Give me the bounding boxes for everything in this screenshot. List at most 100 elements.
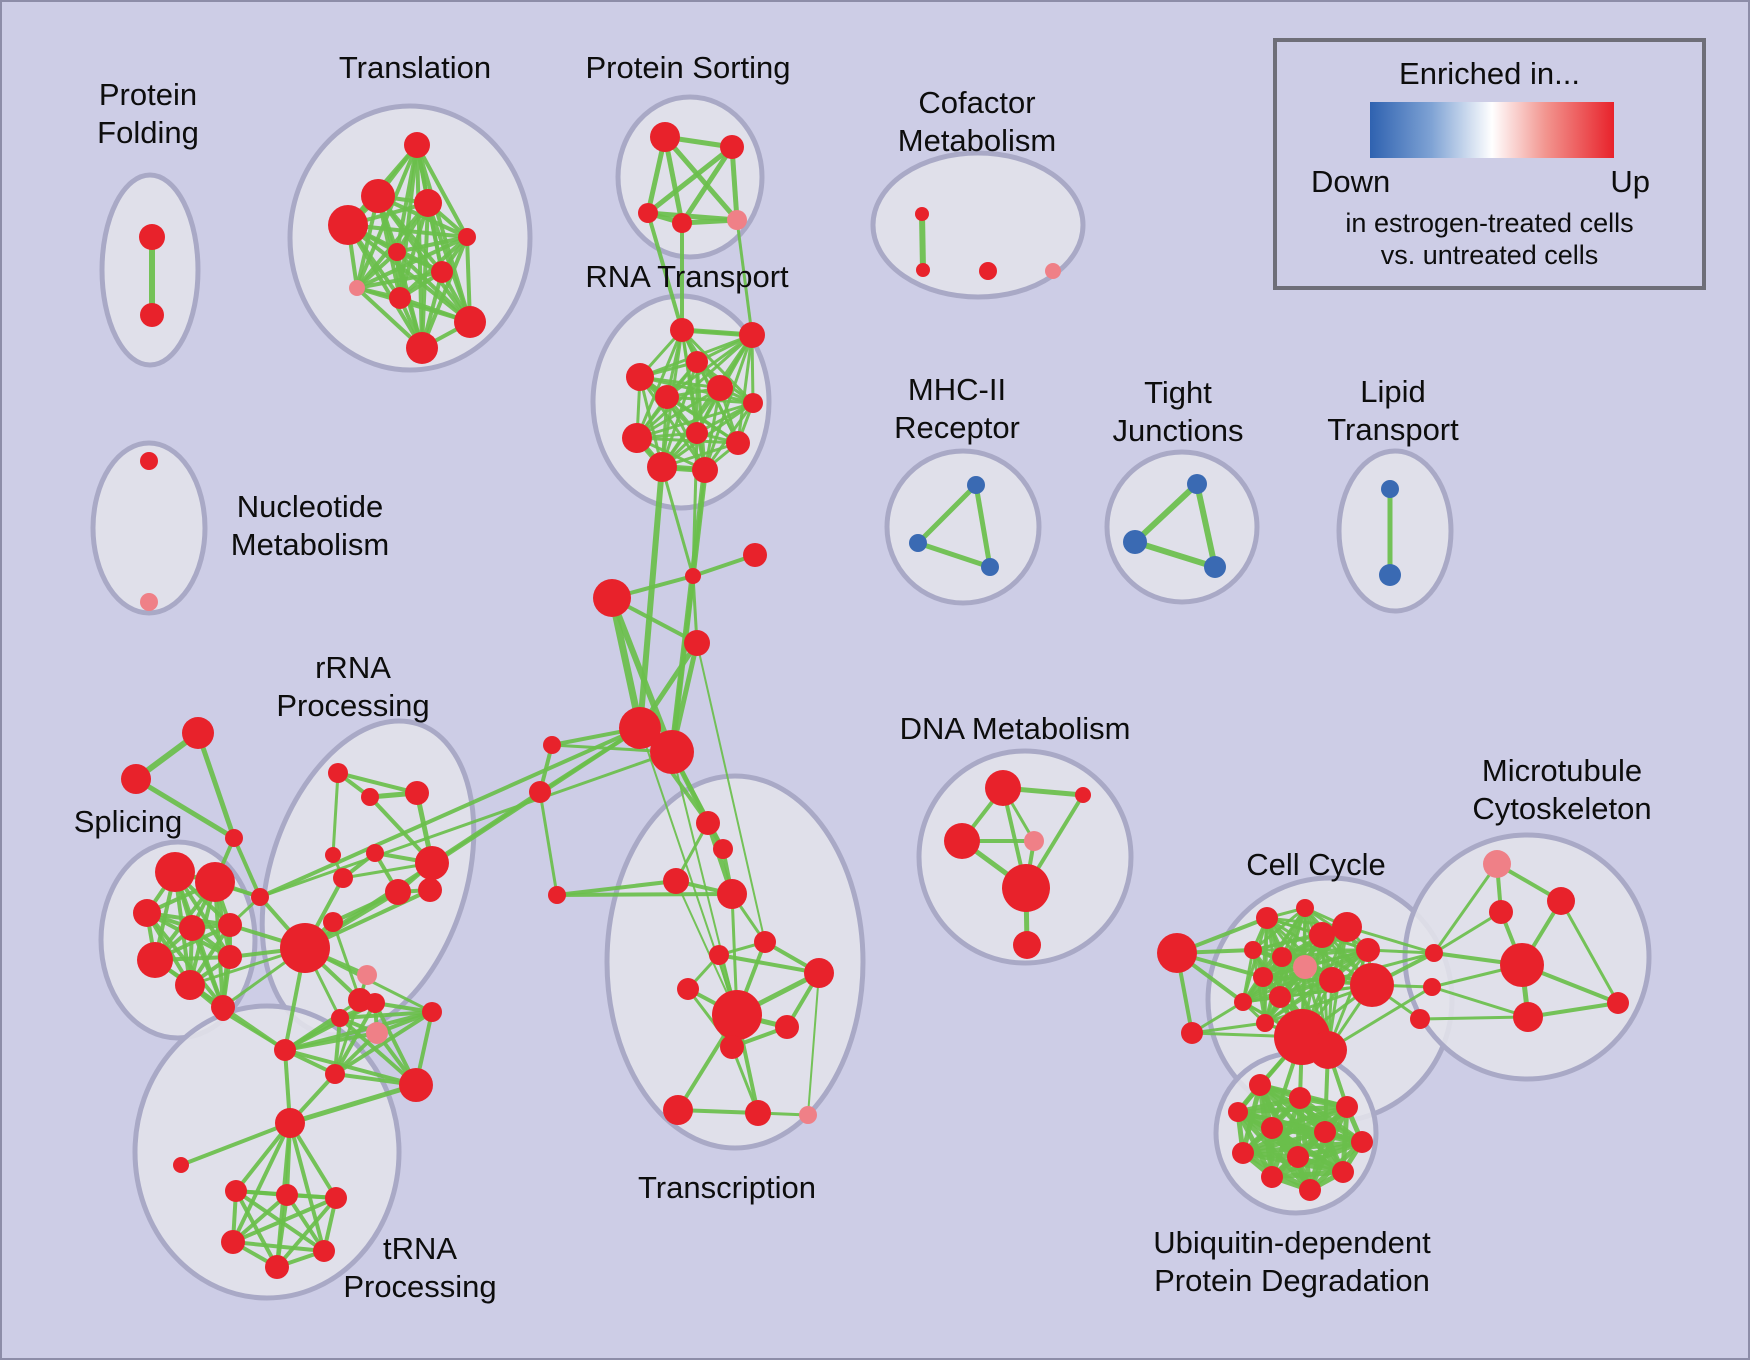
network-node-up[interactable] xyxy=(1002,864,1050,912)
network-edge[interactable] xyxy=(1264,948,1369,1025)
network-edge[interactable] xyxy=(556,892,733,897)
network-node-up[interactable] xyxy=(325,1187,347,1209)
network-node-up[interactable] xyxy=(677,978,699,1000)
network-edge[interactable] xyxy=(285,1193,326,1253)
network-node-mixed[interactable] xyxy=(357,965,377,985)
network-node-up[interactable] xyxy=(638,203,658,223)
network-node-up[interactable] xyxy=(775,1015,799,1039)
network-node-up[interactable] xyxy=(672,213,692,233)
network-node-up[interactable] xyxy=(325,847,341,863)
network-node-up[interactable] xyxy=(985,770,1021,806)
network-edge[interactable] xyxy=(736,334,754,444)
network-node-up[interactable] xyxy=(1261,1117,1283,1139)
network-node-up[interactable] xyxy=(361,179,395,213)
network-edge[interactable] xyxy=(222,1010,286,1052)
network-edge[interactable] xyxy=(396,235,468,254)
network-edge[interactable] xyxy=(234,1190,279,1268)
network-node-up[interactable] xyxy=(720,135,744,159)
network-node-up[interactable] xyxy=(399,1068,433,1102)
network-node-up[interactable] xyxy=(717,879,747,909)
network-node-up[interactable] xyxy=(431,261,453,283)
network-node-up[interactable] xyxy=(712,990,762,1040)
network-edge[interactable] xyxy=(638,376,707,471)
network-node-up[interactable] xyxy=(385,879,411,905)
network-edge[interactable] xyxy=(259,726,641,899)
network-node-up[interactable] xyxy=(155,852,195,892)
network-node-up[interactable] xyxy=(1296,899,1314,917)
network-edge[interactable] xyxy=(356,235,468,290)
network-node-up[interactable] xyxy=(225,829,243,847)
network-edge[interactable] xyxy=(636,436,739,445)
network-node-up[interactable] xyxy=(195,862,235,902)
network-node-up[interactable] xyxy=(685,568,701,584)
network-node-mixed[interactable] xyxy=(1045,263,1061,279)
network-node-up[interactable] xyxy=(1607,992,1629,1014)
network-edge[interactable] xyxy=(275,1196,338,1269)
network-node-up[interactable] xyxy=(743,543,767,567)
network-edge[interactable] xyxy=(1419,1015,1529,1021)
network-node-mixed[interactable] xyxy=(1483,850,1511,878)
network-edge[interactable] xyxy=(1432,863,1499,954)
network-edge[interactable] xyxy=(636,401,754,440)
network-node-up[interactable] xyxy=(418,878,442,902)
network-node-up[interactable] xyxy=(225,1180,247,1202)
network-edge[interactable] xyxy=(919,213,926,271)
network-edge[interactable] xyxy=(420,236,469,349)
network-node-up[interactable] xyxy=(214,1003,232,1021)
network-node-up[interactable] xyxy=(686,422,708,444)
network-node-up[interactable] xyxy=(1356,938,1380,962)
network-node-up[interactable] xyxy=(276,1184,298,1206)
network-edge[interactable] xyxy=(232,837,262,898)
network-node-mixed[interactable] xyxy=(727,210,747,230)
network-node-up[interactable] xyxy=(1256,1014,1274,1032)
network-edge[interactable] xyxy=(232,1196,337,1244)
network-node-up[interactable] xyxy=(182,717,214,749)
network-edge[interactable] xyxy=(556,879,677,897)
network-node-up[interactable] xyxy=(275,1108,305,1138)
network-edge[interactable] xyxy=(331,772,340,856)
network-node-up[interactable] xyxy=(686,351,708,373)
network-node-up[interactable] xyxy=(663,868,689,894)
network-node-up[interactable] xyxy=(626,363,654,391)
network-node-up[interactable] xyxy=(251,888,269,906)
network-node-up[interactable] xyxy=(323,912,343,932)
network-node-up[interactable] xyxy=(121,764,151,794)
network-node-up[interactable] xyxy=(622,423,652,453)
network-node-down[interactable] xyxy=(981,558,999,576)
network-node-up[interactable] xyxy=(1269,986,1291,1008)
network-edge[interactable] xyxy=(1433,910,1502,955)
network-node-up[interactable] xyxy=(1351,1131,1373,1153)
network-node-up[interactable] xyxy=(1299,1179,1321,1201)
network-node-up[interactable] xyxy=(179,915,205,941)
network-node-up[interactable] xyxy=(405,781,429,805)
network-edge[interactable] xyxy=(686,988,734,1048)
network-node-up[interactable] xyxy=(1500,943,1544,987)
network-edge[interactable] xyxy=(729,146,740,221)
network-node-up[interactable] xyxy=(1547,887,1575,915)
network-edge[interactable] xyxy=(1132,481,1200,545)
network-edge[interactable] xyxy=(638,376,664,468)
network-edge[interactable] xyxy=(356,270,443,290)
network-node-up[interactable] xyxy=(1319,967,1345,993)
network-node-up[interactable] xyxy=(1513,1002,1543,1032)
network-edge[interactable] xyxy=(1431,985,1529,1019)
network-edge[interactable] xyxy=(1271,1169,1344,1180)
network-node-up[interactable] xyxy=(1289,1087,1311,1109)
network-node-up[interactable] xyxy=(1309,922,1335,948)
network-edge[interactable] xyxy=(1237,1104,1348,1115)
network-edge[interactable] xyxy=(538,791,559,896)
network-node-mixed[interactable] xyxy=(366,1022,388,1044)
network-node-up[interactable] xyxy=(265,1255,289,1279)
network-edge[interactable] xyxy=(679,145,735,225)
network-node-up[interactable] xyxy=(415,846,449,880)
network-edge[interactable] xyxy=(1346,925,1435,955)
network-node-up[interactable] xyxy=(218,945,242,969)
network-node-up[interactable] xyxy=(944,823,980,859)
network-edge[interactable] xyxy=(1559,900,1620,1004)
network-edge[interactable] xyxy=(807,972,820,1116)
network-node-up[interactable] xyxy=(720,1035,744,1059)
network-node-up[interactable] xyxy=(175,970,205,1000)
network-edge[interactable] xyxy=(331,921,362,1001)
network-edge[interactable] xyxy=(284,1048,417,1087)
network-edge[interactable] xyxy=(663,135,739,222)
